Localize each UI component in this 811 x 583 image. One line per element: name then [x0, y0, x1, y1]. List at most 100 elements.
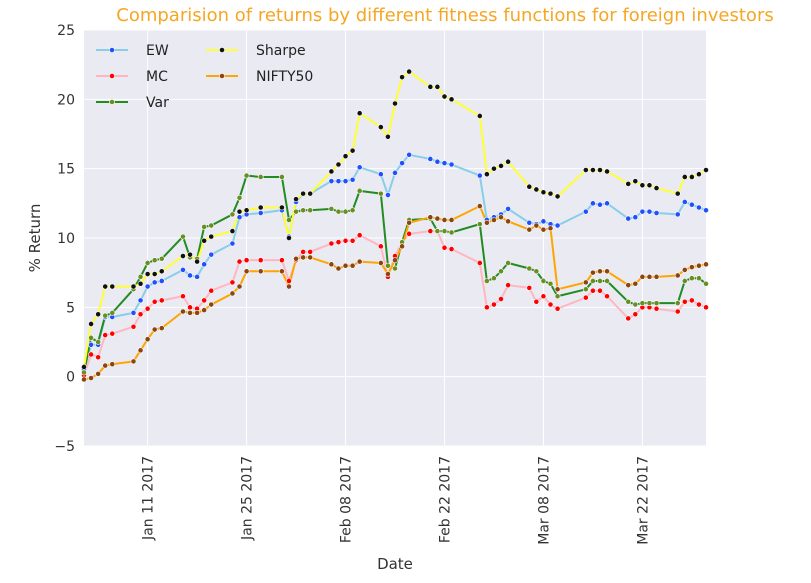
point-nifty50	[696, 262, 702, 269]
point-ew	[703, 207, 709, 214]
point-ew	[476, 172, 483, 179]
y-tick-label: 20	[57, 92, 75, 108]
point-nifty50	[151, 326, 158, 333]
point-var	[293, 208, 299, 215]
point-sharpe	[674, 190, 681, 197]
point-mc	[406, 230, 413, 237]
point-nifty50	[229, 290, 236, 297]
point-mc	[130, 323, 137, 330]
point-nifty50	[505, 218, 511, 225]
point-var	[483, 278, 490, 284]
x-axis-label: Date	[377, 555, 413, 573]
point-sharpe	[328, 168, 335, 175]
point-mc	[137, 311, 144, 318]
point-var	[257, 174, 264, 180]
point-nifty50	[533, 222, 540, 229]
point-sharpe	[286, 235, 292, 241]
point-var	[236, 194, 243, 201]
point-nifty50	[385, 271, 391, 277]
point-mc	[476, 260, 483, 266]
point-ew	[144, 283, 151, 290]
point-ew	[646, 208, 653, 215]
point-var	[448, 229, 455, 236]
legend-label-nifty50: NIFTY50	[256, 69, 313, 85]
point-sharpe	[434, 83, 441, 90]
point-nifty50	[582, 279, 589, 286]
point-ew	[158, 278, 165, 284]
point-var	[554, 293, 561, 300]
point-nifty50	[377, 260, 384, 266]
point-var	[547, 280, 554, 287]
point-mc	[696, 301, 702, 308]
point-nifty50	[639, 273, 646, 280]
y-tick-label: 5	[66, 300, 75, 316]
point-ew	[328, 178, 335, 185]
point-sharpe	[498, 162, 504, 169]
point-var	[703, 280, 709, 287]
point-var	[476, 221, 483, 228]
point-sharpe	[279, 204, 285, 211]
point-sharpe	[533, 186, 540, 193]
point-nifty50	[88, 375, 94, 381]
point-sharpe	[688, 174, 695, 180]
point-ew	[674, 211, 681, 218]
point-var	[356, 187, 363, 194]
point-ew	[377, 171, 384, 178]
point-nifty50	[491, 217, 497, 223]
legend-marker-var	[109, 99, 115, 105]
point-var	[300, 207, 307, 214]
point-nifty50	[286, 283, 292, 290]
point-var	[243, 172, 250, 179]
point-nifty50	[144, 336, 151, 343]
point-var	[498, 268, 504, 275]
y-tick-label: 0	[66, 370, 75, 386]
point-sharpe	[441, 93, 448, 100]
point-sharpe	[300, 190, 307, 197]
point-sharpe	[526, 183, 533, 190]
point-var	[696, 275, 702, 282]
point-nifty50	[590, 269, 596, 276]
point-nifty50	[646, 273, 653, 280]
point-mc	[88, 351, 94, 358]
point-nifty50	[194, 309, 200, 316]
x-tick-label: Feb 08 2017	[339, 456, 355, 543]
point-mc	[448, 246, 455, 252]
point-mc	[180, 293, 186, 300]
point-mc	[625, 315, 632, 322]
point-ew	[208, 251, 215, 258]
point-nifty50	[180, 308, 186, 315]
point-nifty50	[498, 214, 504, 221]
point-mc	[201, 297, 208, 304]
point-mc	[328, 240, 335, 247]
point-mc	[349, 237, 356, 244]
point-var	[81, 369, 87, 376]
point-sharpe	[95, 311, 102, 318]
point-nifty50	[109, 361, 116, 368]
point-sharpe	[696, 171, 702, 178]
point-ew	[632, 214, 639, 221]
point-sharpe	[540, 189, 547, 196]
point-sharpe	[448, 96, 455, 103]
point-sharpe	[236, 208, 243, 215]
point-mc	[109, 330, 116, 337]
point-mc	[540, 293, 547, 300]
point-var	[286, 217, 292, 223]
point-ew	[526, 219, 533, 226]
point-mc	[483, 304, 490, 311]
point-var	[505, 260, 511, 266]
point-mc	[582, 294, 589, 301]
point-mc	[286, 278, 292, 284]
point-mc	[498, 296, 504, 302]
point-sharpe	[476, 113, 483, 119]
point-nifty50	[187, 309, 193, 316]
point-sharpe	[491, 165, 497, 172]
point-nifty50	[483, 219, 490, 226]
point-var	[674, 300, 681, 307]
point-mc	[377, 243, 384, 250]
point-sharpe	[342, 153, 349, 160]
point-mc	[681, 298, 688, 305]
point-nifty50	[307, 254, 314, 261]
point-var	[349, 207, 356, 214]
point-nifty50	[328, 261, 335, 268]
point-mc	[144, 305, 151, 312]
